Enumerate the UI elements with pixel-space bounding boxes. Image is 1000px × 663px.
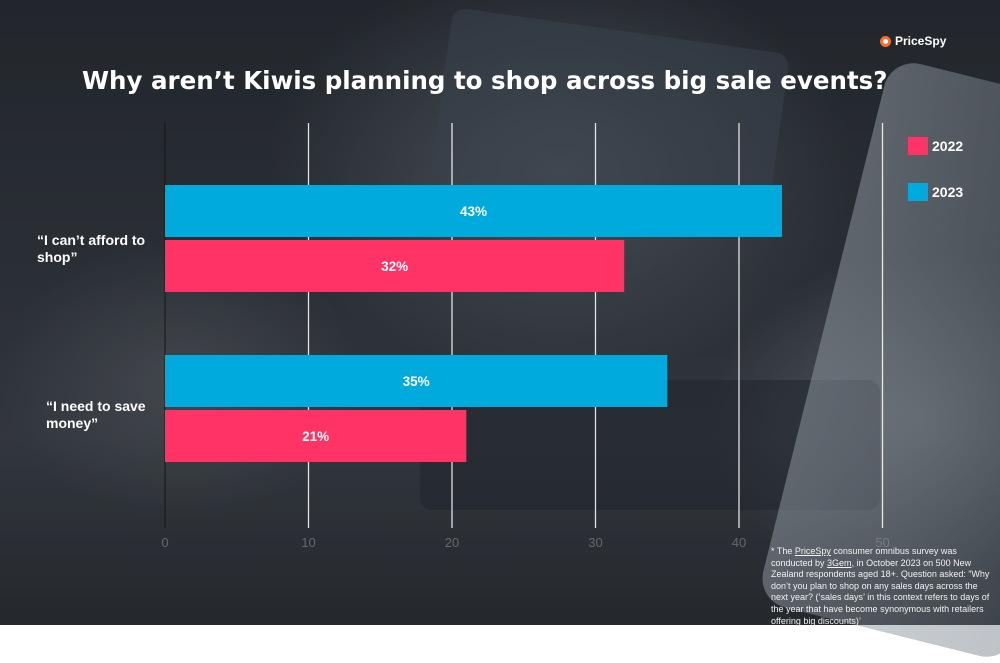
x-tick-label-30: 30 [588,535,602,550]
x-tick-label-20: 20 [445,535,459,550]
x-tick-label-40: 40 [732,535,746,550]
footnote-text-rest: , in October 2023 on 500 New Zealand res… [771,557,990,626]
bar-2022-cat1 [165,410,467,462]
pricespy-logo: PriceSpy [880,34,946,48]
x-tick-label-10: 10 [301,535,315,550]
legend-swatch-2022 [908,137,928,155]
category-label-save-money: “I need to save money” [46,398,146,431]
bar-2022-cat0 [165,240,625,292]
legend-label-2022: 2022 [932,138,964,154]
pricespy-logo-icon [880,35,891,47]
data-label-2023-cat1: 35% [403,374,430,389]
footnote-text-start: * The [771,546,795,556]
chart-title: Why aren’t Kiwis planning to shop across… [82,66,888,95]
data-label-2022-cat1: 21% [302,429,329,444]
x-tick-label-0: 0 [161,535,168,550]
footnote-text-mid: consumer omnibus survey was conducted by [771,546,957,568]
x-tick-label-50: 50 [875,535,889,550]
logo-text: PriceSpy [895,34,947,48]
legend-item-2022: 2022 [908,137,963,155]
bar-chart: 0 10 20 30 40 50 43% 32% 35% 21% [161,123,890,550]
3gem-link[interactable]: 3Gem [827,557,852,568]
legend-label-2023: 2023 [932,184,964,200]
survey-footnote: * The PriceSpy consumer omnibus survey w… [771,546,991,627]
bar-2023-cat0 [165,185,783,237]
data-label-2023-cat0: 43% [460,204,487,219]
legend-swatch-2023 [908,183,928,201]
pricespy-link[interactable]: PriceSpy [794,546,831,556]
bar-2023-cat1 [165,355,668,407]
data-label-2022-cat0: 32% [381,259,408,274]
legend-item-2023: 2023 [908,183,963,201]
category-label-cant-afford: “I can’t afford to shop” [37,232,146,265]
